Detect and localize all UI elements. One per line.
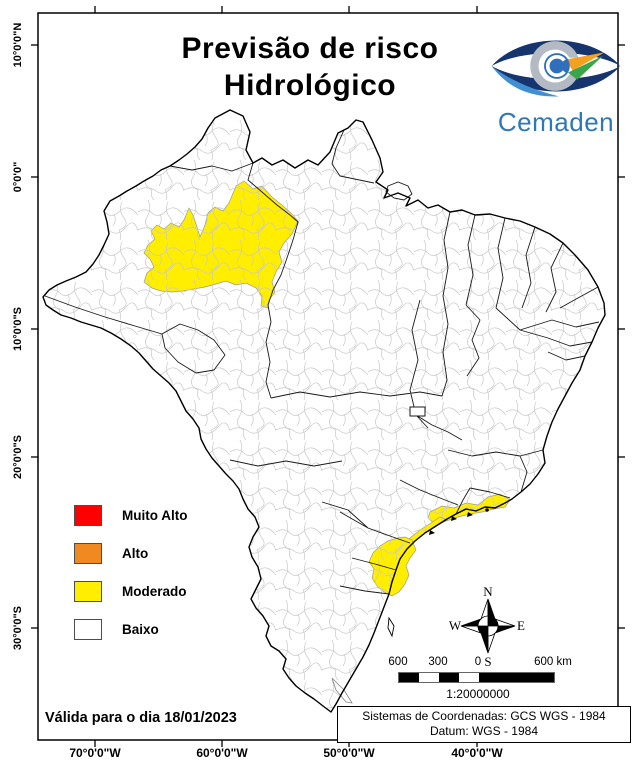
datum-line: Datum: WGS - 1984 — [429, 724, 539, 738]
distrito-federal — [409, 406, 426, 417]
brazil-country-outline — [42, 109, 606, 713]
lon-label-60w: 60°0'0"W — [196, 746, 248, 760]
legend-swatch-baixo — [74, 619, 102, 640]
title-line-1: Previsão de risco — [181, 32, 439, 65]
scale-tick-600-left: 600 — [388, 656, 408, 668]
lat-label-10n: 10°0'0"N — [12, 22, 24, 68]
scale-tick-300: 300 — [428, 656, 448, 668]
map-frame — [37, 12, 619, 741]
scale-bar: 600 300 0 600 km 1:20000000 — [388, 656, 600, 704]
graticule-ticks — [31, 6, 625, 747]
legend-item-moderado: Moderado — [74, 581, 187, 602]
state-borders — [44, 129, 600, 595]
cemaden-logo: Cemaden — [487, 30, 625, 138]
scale-bar-segments — [398, 672, 555, 683]
crs-line: Sistemas de Coordenadas: GCS WGS - 1984 — [362, 709, 606, 723]
legend-item-baixo: Baixo — [74, 619, 187, 640]
legend-swatch-moderado — [74, 581, 102, 602]
legend-item-muito-alto: Muito Alto — [74, 505, 187, 526]
validity-date: Válida para o dia 18/01/2023 — [45, 710, 237, 726]
legend-label-moderado: Moderado — [122, 584, 187, 599]
page-title: Previsão de risco Hidrológico — [150, 30, 470, 104]
legend-label-alto: Alto — [122, 546, 149, 561]
compass-rose: N S E W — [449, 584, 527, 673]
legend-label-baixo: Baixo — [122, 622, 159, 637]
compass-s-label: S — [484, 654, 491, 668]
lat-label-10s: 10°0'0"S — [12, 306, 24, 352]
scale-tick-0: 0 — [474, 656, 482, 668]
lat-label-30s: 30°0'0"S — [12, 605, 24, 651]
cemaden-eye-icon — [491, 40, 621, 97]
scale-tick-600-km: 600 km — [534, 656, 572, 668]
legend-label-muito-alto: Muito Alto — [122, 508, 188, 523]
legend-swatch-muito-alto — [74, 505, 102, 526]
compass-n-label: N — [483, 586, 493, 599]
coastal-details — [331, 508, 489, 704]
compass-e-label: E — [517, 618, 525, 633]
compass-w-label: W — [449, 618, 462, 633]
lat-label-20s: 20°0'0"S — [12, 434, 24, 480]
risk-legend: Muito Alto Alto Moderado Baixo — [74, 505, 187, 657]
lon-label-70w: 70°0'0"W — [69, 746, 121, 760]
cemaden-wordmark: Cemaden — [497, 107, 615, 137]
lon-label-40w: 40°0'0"W — [451, 746, 503, 760]
lon-label-50w: 50°0'0"W — [323, 746, 375, 760]
coordinate-system-box: Sistemas de Coordenadas: GCS WGS - 1984 … — [337, 706, 631, 743]
legend-item-alto: Alto — [74, 543, 187, 564]
scale-ratio: 1:20000000 — [446, 687, 510, 701]
lat-label-0: 0°0'0" — [12, 161, 24, 193]
legend-swatch-alto — [74, 543, 102, 564]
title-line-2: Hidrológico — [223, 69, 397, 102]
